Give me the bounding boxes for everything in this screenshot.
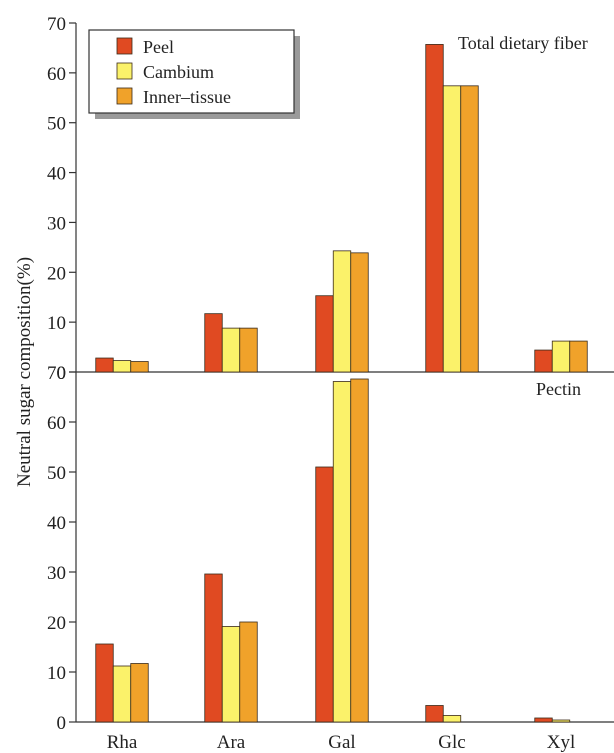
- y-tick-label-1-20: 20: [47, 613, 66, 634]
- bar-0-innertissue-gal: [350, 252, 369, 373]
- y-tick-label-1-40: 40: [47, 513, 66, 534]
- legend-label-peel: Peel: [143, 37, 174, 57]
- y-tick-label-0-40: 40: [47, 164, 66, 185]
- panel-title-bottom: Pectin: [536, 379, 581, 399]
- bar-1-peel-xyl: [534, 717, 553, 723]
- bar-0-cambium-ara: [221, 327, 241, 373]
- bar-1-cambium-ara: [221, 626, 241, 723]
- bar-1-peel-rha: [95, 643, 114, 723]
- bar-1-innertissue-rha: [130, 663, 149, 723]
- y-tick-label-0-50: 50: [47, 114, 66, 135]
- x-tick-label-gal: Gal: [328, 732, 355, 753]
- y-tick-label-1-70: 70: [47, 363, 66, 384]
- bar-0-cambium-rha: [112, 360, 132, 373]
- bar-0-cambium-gal: [332, 250, 352, 373]
- y-tick-label-1-60: 60: [47, 413, 66, 434]
- bar-1-peel-gal: [315, 466, 334, 723]
- y-tick-label-0-10: 10: [47, 313, 66, 334]
- bar-0-innertissue-glc: [460, 85, 479, 373]
- bar-0-innertissue-xyl: [569, 340, 588, 373]
- legend: Peel Cambium Inner–tissue: [88, 29, 300, 119]
- bar-1-cambium-glc: [442, 715, 462, 723]
- legend-label-cambium: Cambium: [143, 62, 214, 82]
- x-tick-label-rha: Rha: [107, 732, 138, 753]
- bar-0-peel-xyl: [534, 349, 553, 373]
- y-tick-label-0-0: 0: [57, 363, 67, 384]
- bar-0-cambium-glc: [442, 85, 462, 373]
- y-tick-label-1-30: 30: [47, 563, 66, 584]
- bar-1-cambium-rha: [112, 665, 132, 723]
- x-tick-label-glc: Glc: [438, 732, 465, 753]
- bar-0-peel-glc: [425, 44, 444, 373]
- panel-title-top: Total dietary fiber: [458, 33, 588, 53]
- bar-0-innertissue-ara: [239, 327, 258, 373]
- y-axis-title: Neutral sugar composition(%): [14, 257, 35, 487]
- y-tick-label-1-10: 10: [47, 663, 66, 684]
- bar-1-cambium-gal: [332, 381, 352, 723]
- legend-label-inner-tissue: Inner–tissue: [143, 87, 231, 107]
- x-tick-label-ara: Ara: [217, 732, 246, 753]
- y-tick-label-1-50: 50: [47, 463, 66, 484]
- bar-0-cambium-xyl: [551, 340, 571, 373]
- y-tick-label-1-0: 0: [57, 713, 67, 734]
- y-tick-label-0-60: 60: [47, 64, 66, 85]
- y-tick-label-0-30: 30: [47, 213, 66, 234]
- legend-swatch-peel: [116, 37, 133, 55]
- y-tick-label-0-70: 70: [47, 14, 66, 35]
- bar-0-peel-ara: [204, 313, 223, 373]
- bar-1-cambium-xyl: [551, 719, 571, 723]
- bar-1-innertissue-ara: [239, 621, 258, 723]
- legend-swatch-cambium: [116, 62, 133, 80]
- bar-1-peel-glc: [425, 705, 444, 723]
- bar-1-peel-ara: [204, 573, 223, 723]
- bar-0-peel-rha: [95, 357, 114, 373]
- bar-0-innertissue-rha: [130, 361, 149, 373]
- bar-0-peel-gal: [315, 295, 334, 373]
- bar-1-innertissue-gal: [350, 378, 369, 723]
- legend-swatch-inner-tissue: [116, 87, 133, 105]
- x-tick-label-xyl: Xyl: [547, 732, 576, 753]
- y-tick-label-0-20: 20: [47, 263, 66, 284]
